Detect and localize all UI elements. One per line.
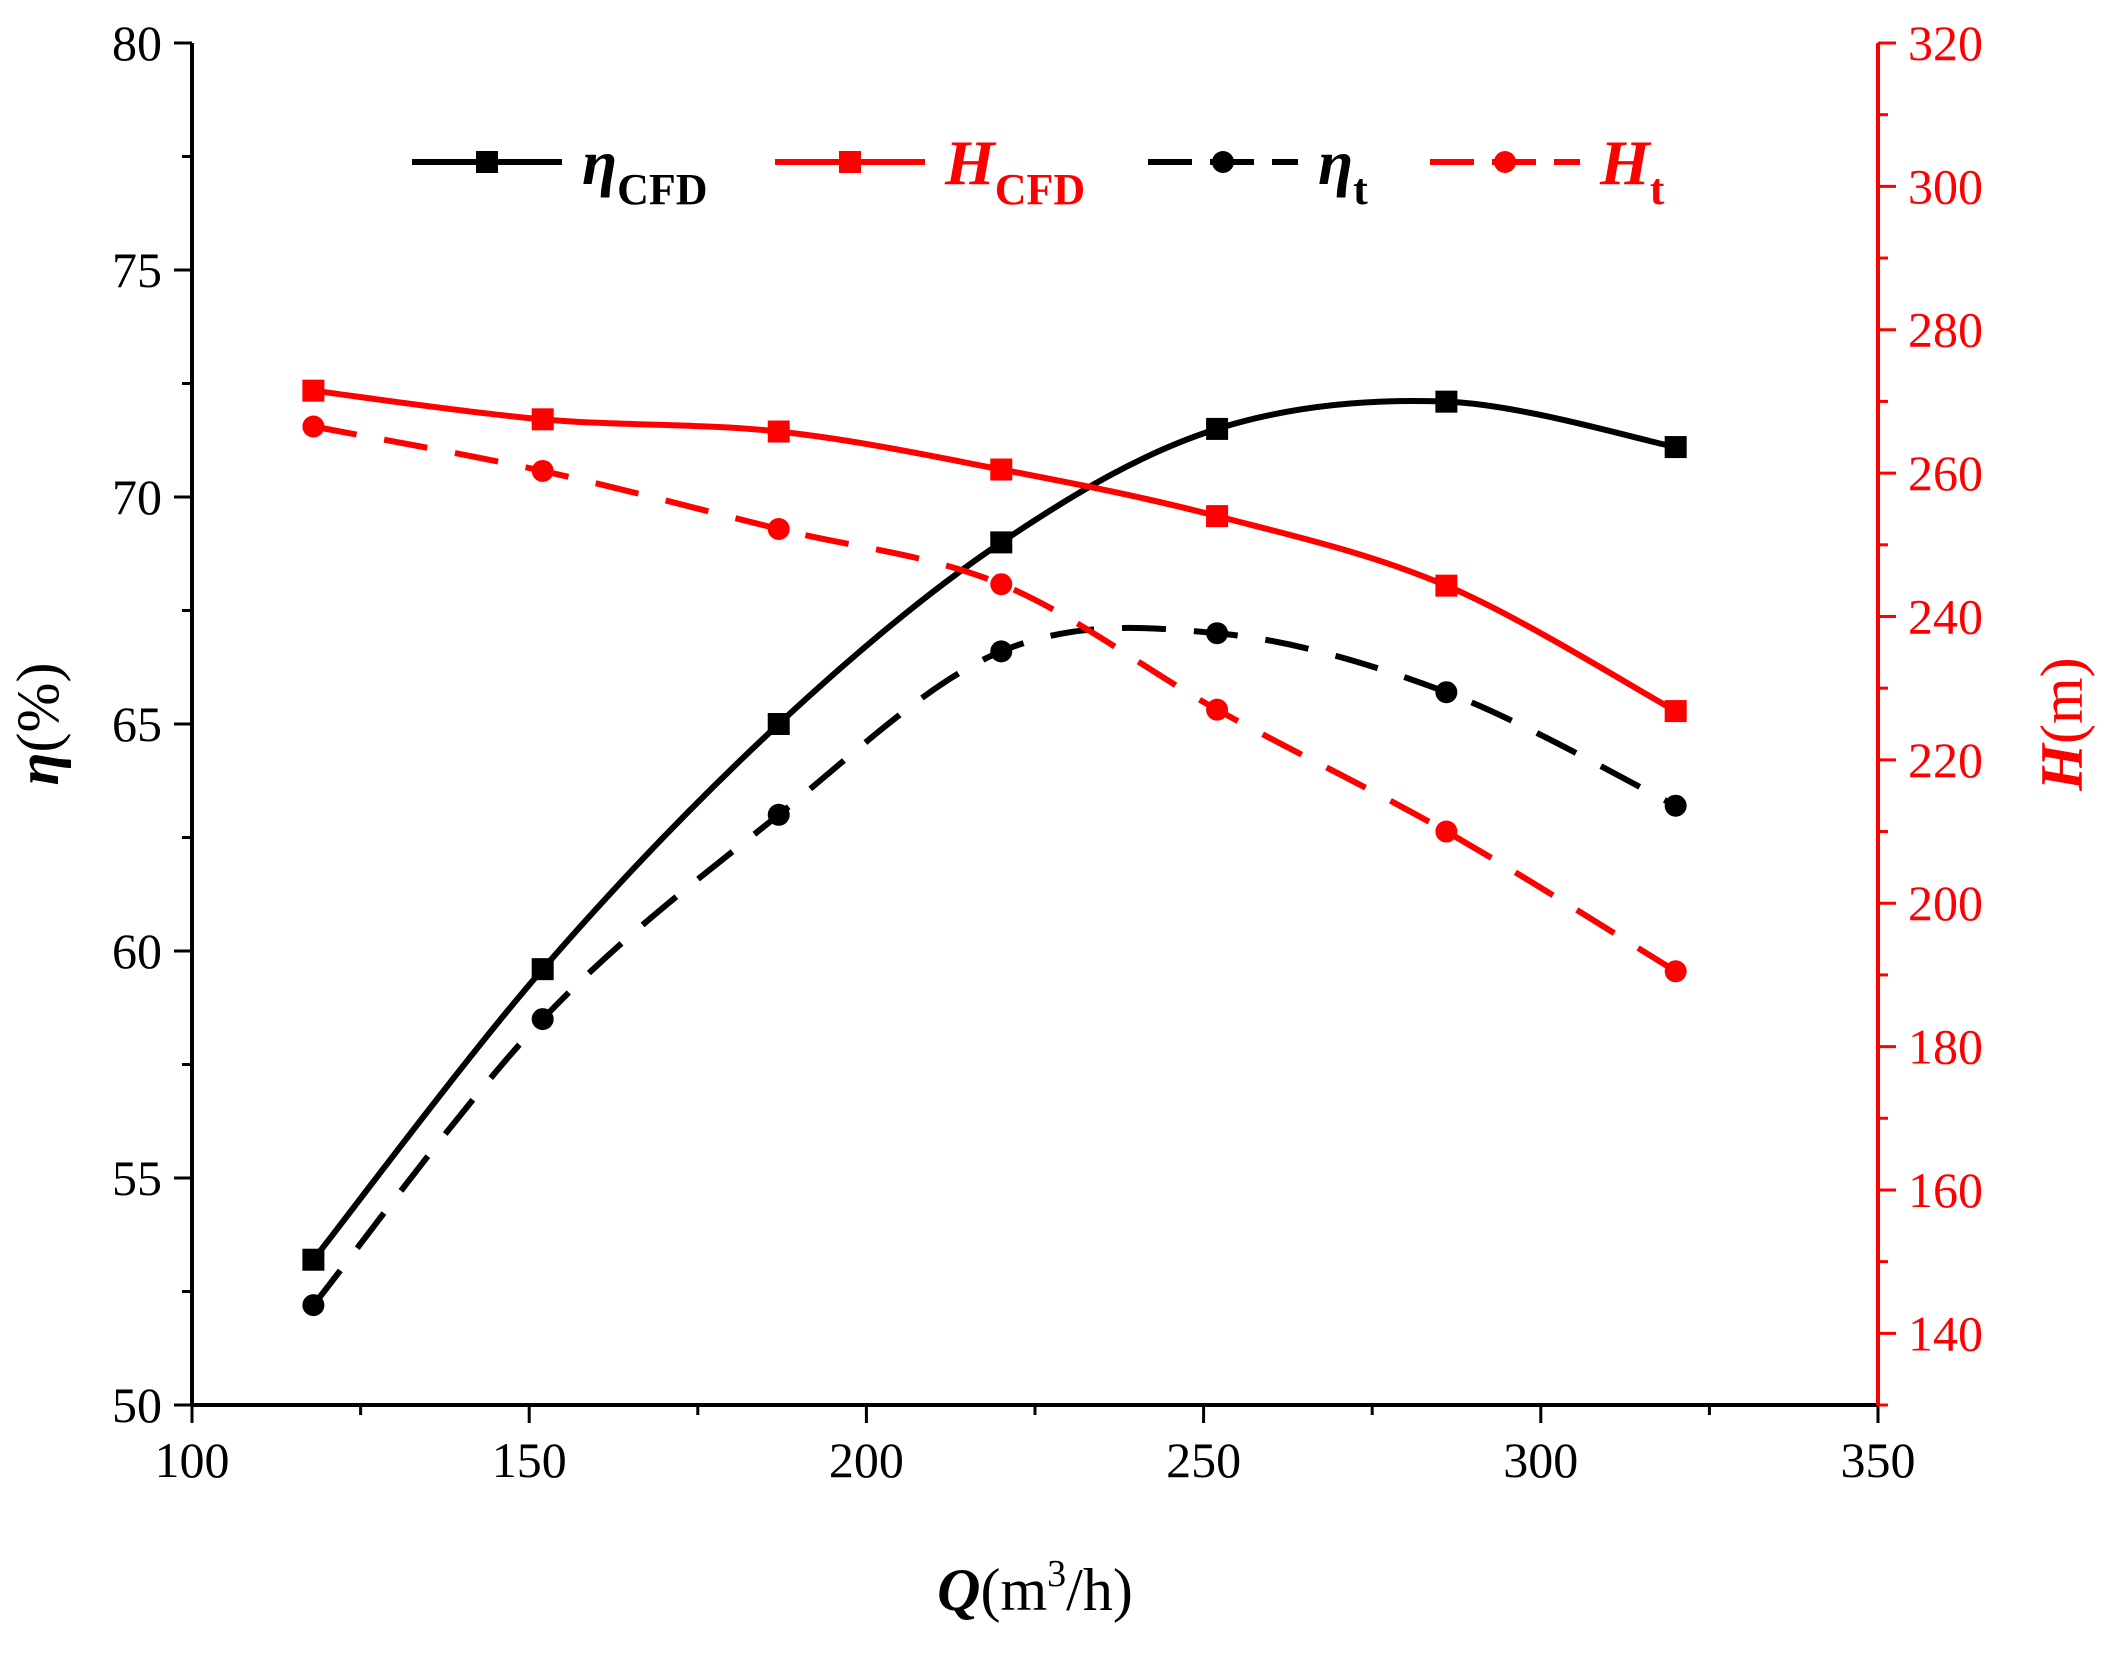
- data-point-h-t: [302, 415, 325, 438]
- data-point-eta-cfd: [1206, 417, 1229, 440]
- data-point-h-t: [1206, 698, 1229, 721]
- legend-marker-eta-t: [1212, 151, 1234, 173]
- legend-marker-eta-cfd: [476, 151, 498, 173]
- data-point-h-cfd: [531, 408, 554, 431]
- y-right-tick-label: 200: [1908, 875, 1983, 931]
- y-right-tick-label: 160: [1908, 1162, 1983, 1218]
- y-left-axis-title: η(%): [5, 663, 71, 786]
- x-tick-label: 100: [155, 1432, 230, 1488]
- data-point-h-cfd: [767, 420, 790, 443]
- data-point-h-t: [767, 518, 790, 541]
- data-point-eta-t: [1435, 681, 1458, 704]
- legend-layer: ηCFD HCFD ηt Ht: [412, 127, 1665, 214]
- y-left-tick-label: 60: [112, 923, 162, 979]
- data-point-eta-cfd: [302, 1248, 325, 1271]
- data-point-h-cfd: [1206, 505, 1229, 528]
- y-right-tick-label: 180: [1908, 1019, 1983, 1075]
- data-point-eta-cfd: [1664, 436, 1687, 459]
- data-point-eta-cfd: [990, 531, 1013, 554]
- x-tick-label: 300: [1503, 1432, 1578, 1488]
- data-point-eta-t: [1206, 622, 1229, 645]
- axes-layer: 100 150 200 250 300 350 50 55 60 65 70 75 80 140 160 18…: [112, 15, 1983, 1488]
- data-point-h-t: [1435, 820, 1458, 843]
- series-line-eta-cfd: [311, 397, 1677, 1262]
- y-right-tick-label: 300: [1908, 158, 1983, 214]
- x-tick-label: 150: [492, 1432, 567, 1488]
- x-tick-label: 200: [829, 1432, 904, 1488]
- y-right-axis-title: H(m): [2029, 657, 2095, 791]
- data-point-eta-cfd: [767, 713, 790, 735]
- y-left-tick-label: 55: [112, 1150, 162, 1206]
- y-right-tick-label: 260: [1908, 445, 1983, 501]
- y-left-tick-label: 70: [112, 469, 162, 525]
- data-point-eta-t: [767, 803, 790, 826]
- data-point-h-t: [1664, 960, 1687, 983]
- data-point-h-t: [990, 573, 1013, 596]
- x-tick-label: 250: [1166, 1432, 1241, 1488]
- data-point-eta-t: [1664, 794, 1687, 817]
- y-left-tick-label: 80: [112, 15, 162, 71]
- data-point-eta-cfd: [1435, 390, 1458, 413]
- data-point-eta-cfd: [531, 958, 554, 981]
- data-point-h-t: [531, 459, 554, 482]
- data-point-h-cfd: [302, 379, 325, 402]
- x-axis-title: Q(m3/h): [937, 1553, 1133, 1623]
- data-point-h-cfd: [990, 458, 1013, 481]
- data-point-eta-t: [302, 1294, 325, 1317]
- y-right-tick-label: 240: [1908, 588, 1983, 644]
- series-line-eta-t: [311, 624, 1678, 1307]
- data-point-h-cfd: [1664, 700, 1687, 723]
- labels-layer: Q(m3/h) η(%) H(m): [5, 657, 2095, 1623]
- y-right-tick-label: 140: [1908, 1305, 1983, 1361]
- y-right-tick-label: 280: [1908, 302, 1983, 358]
- legend-marker-h-cfd: [839, 151, 861, 173]
- legend-label-eta-cfd: ηCFD: [582, 127, 708, 214]
- y-left-tick-label: 50: [112, 1377, 162, 1433]
- y-right-tick-label: 220: [1908, 732, 1983, 788]
- y-right-tick-label: 320: [1908, 15, 1983, 71]
- data-point-eta-t: [990, 640, 1013, 663]
- x-tick-label: 350: [1841, 1432, 1916, 1488]
- legend-label-h-cfd: HCFD: [944, 127, 1085, 214]
- y-left-tick-label: 65: [112, 696, 162, 752]
- series-layer: [302, 379, 1687, 1317]
- legend-label-eta-t: ηt: [1318, 127, 1368, 214]
- legend-label-h-t: Ht: [1599, 127, 1665, 214]
- data-point-eta-t: [531, 1008, 554, 1031]
- legend-marker-h-t: [1494, 151, 1516, 173]
- data-point-h-cfd: [1435, 574, 1458, 597]
- y-left-tick-label: 75: [112, 242, 162, 298]
- series-line-h-t: [312, 423, 1678, 974]
